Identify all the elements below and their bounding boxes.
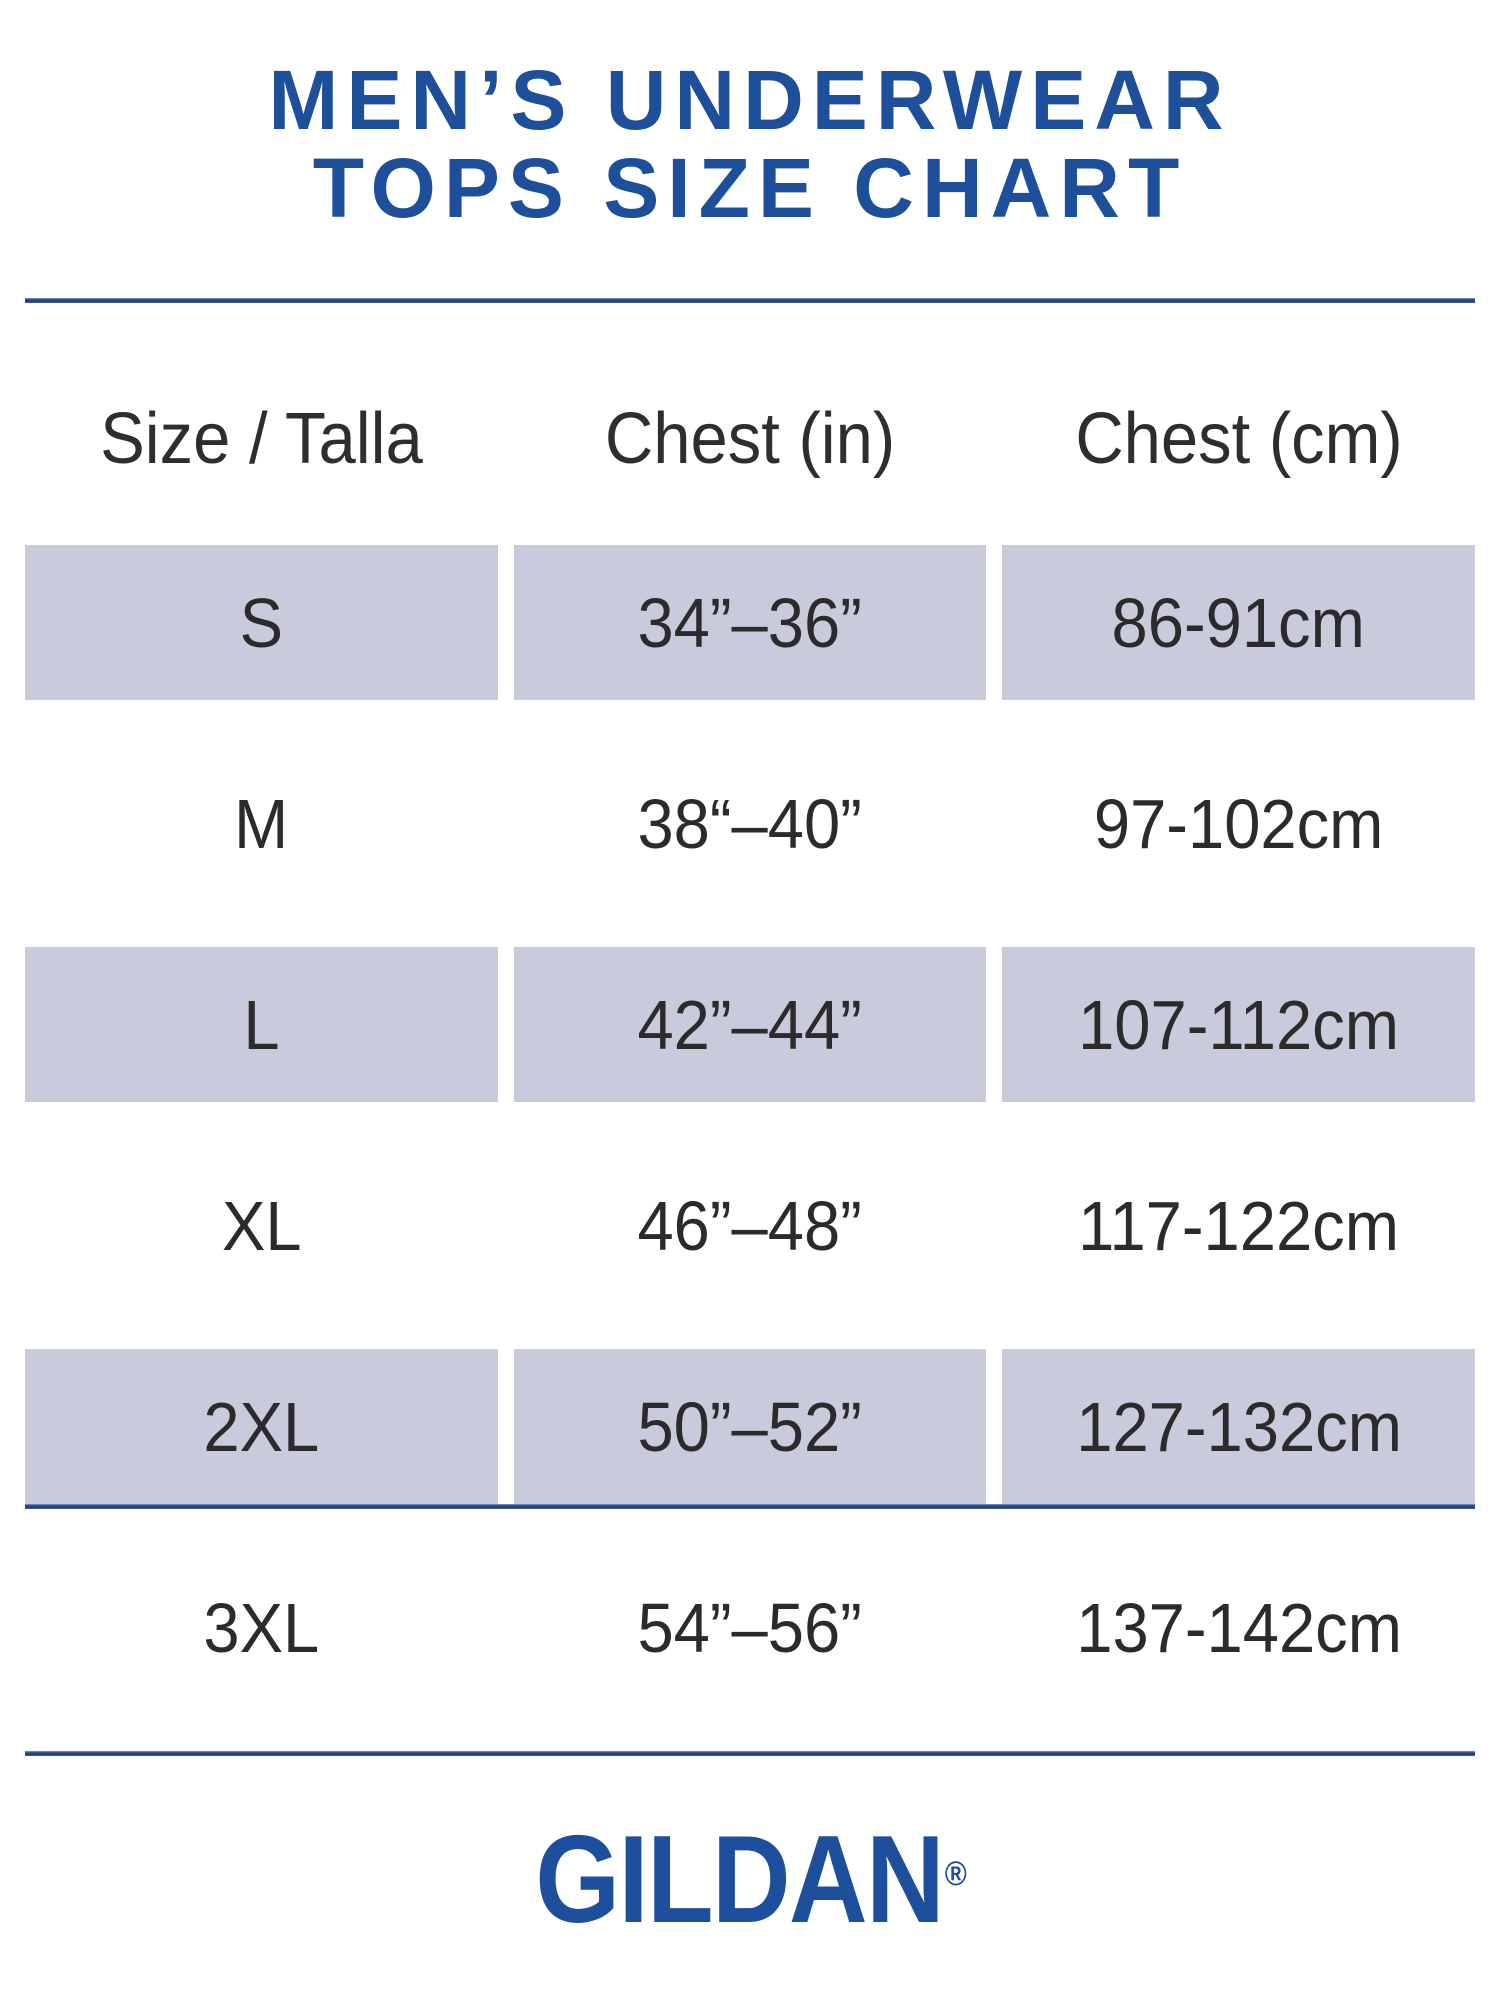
size-cell: 2XL (25, 1349, 498, 1504)
gildan-logo: GILDAN® (0, 1818, 1500, 1942)
chest-in-cell: 50”–52” (513, 1349, 987, 1504)
header-chest-in: Chest (in) (604, 399, 896, 479)
chest-cm-cell: 86-91cm (1002, 545, 1475, 700)
registered-trademark-icon: ® (944, 1855, 967, 1893)
chest-cm-cell: 127-132cm (1002, 1349, 1475, 1504)
chest-in-cell: 34”–36” (513, 545, 987, 700)
table-row-m: M 38“–40” 97-102cm (25, 746, 1475, 901)
chest-cm-cell: 107-112cm (1002, 947, 1475, 1102)
title-line-2: TOPS SIZE CHART (312, 141, 1188, 235)
top-rule-divider (25, 298, 1475, 303)
size-cell: L (25, 947, 498, 1102)
page-title: MEN’S UNDERWEAR TOPS SIZE CHART (0, 0, 1500, 232)
size-cell: XL (221, 1186, 302, 1265)
size-cell: 3XL (203, 1588, 320, 1667)
chest-cm-cell: 97-102cm (1093, 784, 1384, 863)
gildan-logo-text: GILDAN (535, 1811, 944, 1949)
chest-cm-cell: 137-142cm (1075, 1588, 1402, 1667)
size-cell: M (234, 784, 289, 863)
table-row-xl: XL 46”–48” 117-122cm (25, 1148, 1475, 1303)
chest-in-cell: 54”–56” (637, 1588, 863, 1667)
chest-cm-cell: 117-122cm (1078, 1186, 1400, 1265)
table-row-s: S 34”–36” 86-91cm (25, 545, 1475, 700)
table-header-row: Size / Talla Chest (in) Chest (cm) (25, 398, 1475, 479)
bottom-rule-divider (25, 1751, 1475, 1756)
header-size-talla: Size / Talla (100, 399, 423, 479)
chest-in-cell: 42”–44” (513, 947, 987, 1102)
table-row-3xl: 3XL 54”–56” 137-142cm (25, 1550, 1475, 1705)
header-chest-cm: Chest (cm) (1074, 399, 1403, 479)
table-row-l: L 42”–44” 107-112cm (25, 947, 1475, 1102)
title-line-1: MEN’S UNDERWEAR (268, 53, 1232, 147)
table-row-2xl: 2XL 50”–52” 127-132cm (25, 1349, 1475, 1504)
chest-in-cell: 38“–40” (637, 784, 863, 863)
mid-rule-divider (25, 1504, 1475, 1509)
size-cell: S (25, 545, 498, 700)
chest-in-cell: 46”–48” (637, 1186, 863, 1265)
